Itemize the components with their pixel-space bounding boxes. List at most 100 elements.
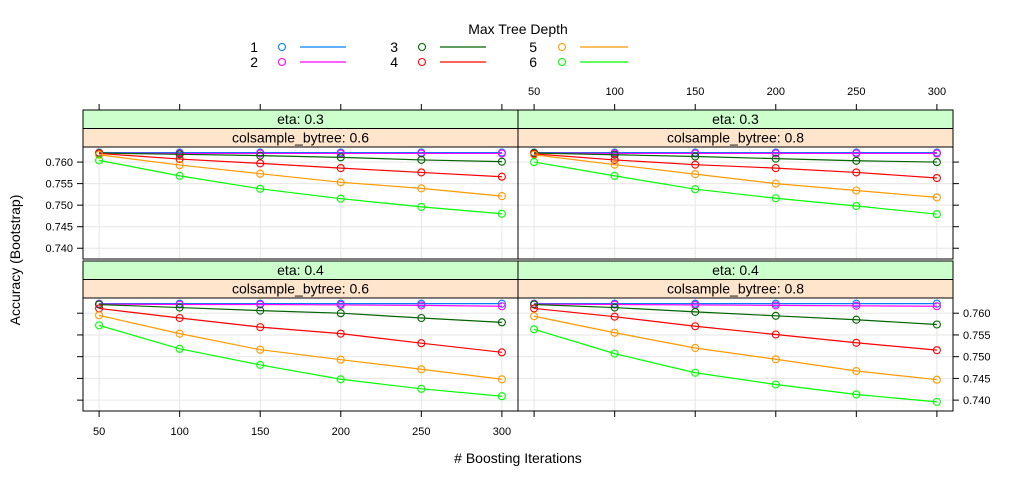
data-point-depth-4 xyxy=(852,168,861,177)
data-point-depth-4 xyxy=(771,330,780,339)
data-point-depth-4 xyxy=(497,172,506,181)
legend-label-depth-2: 2 xyxy=(250,54,258,70)
x-tick-label: 100 xyxy=(170,426,188,438)
legend-title: Max Tree Depth xyxy=(468,21,568,37)
data-point-depth-4 xyxy=(852,338,861,347)
data-point-depth-4 xyxy=(691,160,700,169)
data-point-depth-3 xyxy=(336,309,345,318)
data-point-depth-3 xyxy=(530,300,539,309)
data-point-depth-4 xyxy=(336,329,345,338)
data-point-depth-5 xyxy=(530,312,539,321)
legend-marker-depth-1 xyxy=(277,42,287,52)
data-point-depth-5 xyxy=(175,161,184,170)
data-point-depth-4 xyxy=(175,313,184,323)
strip-colsample-label: colsample_bytree: 0.8 xyxy=(667,130,804,146)
strip-colsample-label: colsample_bytree: 0.6 xyxy=(232,281,369,297)
data-point-depth-2 xyxy=(256,149,265,158)
data-point-depth-6 xyxy=(691,368,700,377)
data-point-depth-5 xyxy=(610,328,619,337)
data-point-depth-6 xyxy=(497,209,506,218)
series-line-depth-6 xyxy=(534,161,937,215)
data-point-depth-5 xyxy=(932,375,941,384)
legend: Max Tree Depth 12 34 56 xyxy=(250,21,628,70)
data-point-depth-4 xyxy=(336,164,345,173)
panel-3: eta: 0.4 colsample_bytree: 0.6 xyxy=(82,260,519,412)
data-point-depth-6 xyxy=(417,384,426,393)
panel-2: eta: 0.3 colsample_bytree: 0.8 xyxy=(517,109,954,260)
data-point-depth-4 xyxy=(932,173,941,183)
data-point-depth-3 xyxy=(336,153,345,162)
data-point-depth-5 xyxy=(417,365,426,374)
x-tick-label: 50 xyxy=(528,86,540,98)
legend-label-depth-6: 6 xyxy=(529,54,537,70)
x-tick-label: 200 xyxy=(767,86,785,98)
x-tick-label: 250 xyxy=(847,86,865,98)
y-axis-title: Accuracy (Bootstrap) xyxy=(7,195,23,326)
panel-4: eta: 0.4 colsample_bytree: 0.8 xyxy=(517,260,954,412)
data-point-depth-6 xyxy=(175,344,184,353)
x-tick-label: 300 xyxy=(928,86,946,98)
data-point-depth-3 xyxy=(932,158,941,167)
x-tick-label: 100 xyxy=(605,86,623,98)
data-point-depth-5 xyxy=(691,343,700,353)
x-tick-label: 300 xyxy=(493,426,511,438)
data-point-depth-6 xyxy=(932,397,941,406)
y-tick-label: 0.740 xyxy=(45,243,73,255)
data-point-depth-5 xyxy=(852,366,861,376)
series-line-depth-2 xyxy=(99,303,502,307)
data-point-depth-6 xyxy=(852,390,861,399)
data-point-depth-6 xyxy=(932,210,941,219)
data-point-depth-4 xyxy=(417,168,426,177)
x-tick-label: 50 xyxy=(93,426,105,438)
y-tick-label: 0.740 xyxy=(963,395,991,407)
data-point-depth-1 xyxy=(497,299,506,308)
legend-label-depth-1: 1 xyxy=(250,39,258,55)
data-point-depth-3 xyxy=(610,303,619,312)
strip-colsample-label: colsample_bytree: 0.6 xyxy=(232,130,369,146)
x-tick-label: 150 xyxy=(251,426,269,438)
y-tick-label: 0.760 xyxy=(45,157,73,169)
data-point-depth-5 xyxy=(256,345,265,354)
data-point-depth-2 xyxy=(771,149,780,158)
panel-1: eta: 0.3 colsample_bytree: 0.6 xyxy=(82,109,519,260)
x-tick-label: 200 xyxy=(332,426,350,438)
data-point-depth-5 xyxy=(497,192,506,201)
data-point-depth-4 xyxy=(530,304,539,313)
series-line-depth-3 xyxy=(99,152,502,163)
data-point-depth-6 xyxy=(497,392,506,401)
axes: 0.740 0.745 0.750 0.755 0.760 50 100 150 200 250 3… xyxy=(45,86,990,438)
data-point-depth-4 xyxy=(771,164,780,173)
series-line-depth-5 xyxy=(534,154,937,198)
y-tick-label: 0.755 xyxy=(45,179,73,191)
data-point-depth-5 xyxy=(95,311,104,320)
series-line-depth-3 xyxy=(534,152,937,163)
data-point-depth-2 xyxy=(932,149,941,158)
data-point-depth-5 xyxy=(256,169,265,178)
y-tick-label: 0.745 xyxy=(963,373,991,385)
data-point-depth-6 xyxy=(336,194,345,203)
x-tick-label: 150 xyxy=(686,86,704,98)
y-tick-label: 0.750 xyxy=(45,200,73,212)
series-line-depth-4 xyxy=(99,307,502,353)
data-point-depth-5 xyxy=(691,170,700,179)
data-point-depth-2 xyxy=(497,302,506,311)
x-tick-label: 250 xyxy=(412,426,430,438)
data-point-depth-5 xyxy=(175,329,184,338)
data-point-depth-2 xyxy=(932,302,941,311)
data-point-depth-6 xyxy=(610,349,619,358)
legend-label-depth-4: 4 xyxy=(390,54,398,70)
y-tick-label: 0.760 xyxy=(963,308,991,320)
data-point-depth-3 xyxy=(691,307,700,316)
series-line-depth-5 xyxy=(99,154,502,197)
data-point-depth-5 xyxy=(95,150,104,159)
series-line-depth-4 xyxy=(534,153,937,179)
data-point-depth-3 xyxy=(417,313,426,323)
data-point-depth-3 xyxy=(852,315,861,324)
strip-eta-label: eta: 0.3 xyxy=(712,111,759,127)
data-point-depth-6 xyxy=(175,171,184,180)
data-point-depth-5 xyxy=(771,179,780,188)
data-point-depth-5 xyxy=(610,160,619,169)
data-point-depth-6 xyxy=(771,194,780,203)
data-point-depth-4 xyxy=(256,159,265,168)
y-tick-label: 0.755 xyxy=(963,330,991,342)
